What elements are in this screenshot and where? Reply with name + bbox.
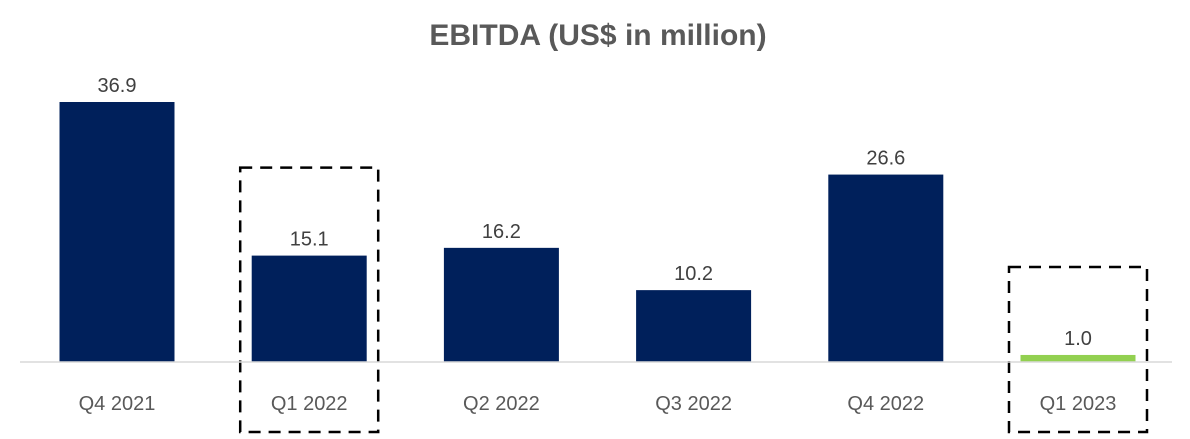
category-label-q1-2023: Q1 2023 [1040,393,1117,415]
data-label-q1-2023: 1.0 [1064,328,1092,350]
data-label-q2-2022: 16.2 [482,221,521,243]
data-label-q3-2022: 10.2 [674,263,713,285]
data-label-q4-2022: 26.6 [866,148,905,170]
category-label-q4-2021: Q4 2021 [79,393,156,415]
data-label-q4-2021: 36.9 [98,75,137,97]
bar-q4-2022 [828,174,944,362]
bar-q1-2023 [1020,354,1136,362]
bar-q1-2022 [251,255,367,362]
highlight-box-q1-2022 [238,166,380,434]
chart-title: EBITDA (US$ in million) [429,19,766,52]
bar-q3-2022 [636,290,752,362]
data-label-q1-2022: 15.1 [290,229,329,251]
category-label-q4-2022: Q4 2022 [847,393,924,415]
category-labels: Q4 2021 Q1 2022 Q2 2022 Q3 2022 Q4 2022 Q1 20… [79,393,1117,415]
highlight-box-q1-2023 [1007,265,1149,434]
category-label-q3-2022: Q3 2022 [655,393,732,415]
category-label-q2-2022: Q2 2022 [463,393,540,415]
highlight-boxes [238,166,1149,434]
bars [59,102,1136,362]
bar-q4-2021 [59,102,175,362]
bar-q2-2022 [443,247,559,362]
category-label-q1-2022: Q1 2022 [271,393,348,415]
data-labels: 36.9 15.1 16.2 10.2 26.6 1.0 [98,75,1092,350]
